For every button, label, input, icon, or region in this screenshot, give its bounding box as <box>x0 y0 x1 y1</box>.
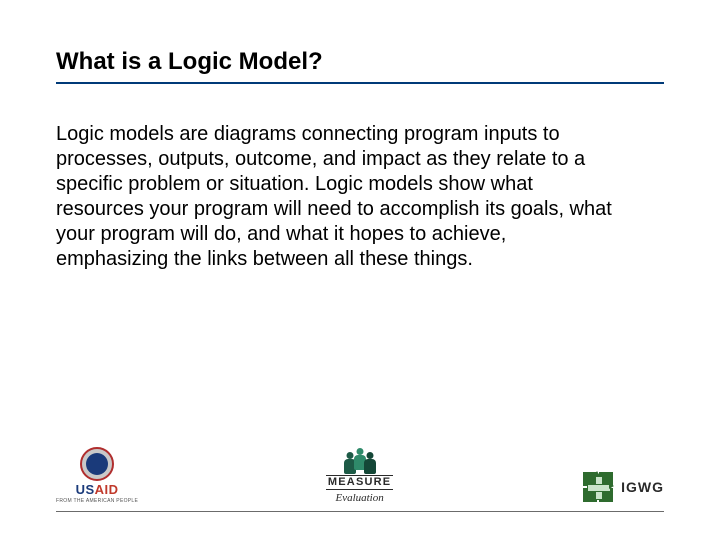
usaid-wordmark: USAID <box>76 483 119 496</box>
usaid-word-red: AID <box>95 482 119 497</box>
title-underline <box>56 82 664 84</box>
igwg-wordmark: IGWG <box>621 479 664 495</box>
igwg-logo: IGWG <box>581 470 664 504</box>
usaid-seal-icon <box>80 447 114 481</box>
usaid-logo: USAID FROM THE AMERICAN PEOPLE <box>56 447 138 504</box>
measure-wordmark: MEASURE <box>326 475 393 490</box>
measure-people-icon <box>338 446 382 474</box>
measure-subtitle: Evaluation <box>335 492 383 504</box>
footer-divider <box>56 511 664 512</box>
footer-logos: USAID FROM THE AMERICAN PEOPLE MEASURE E… <box>56 434 664 504</box>
slide-title: What is a Logic Model? <box>56 48 664 76</box>
usaid-tagline: FROM THE AMERICAN PEOPLE <box>56 498 138 504</box>
measure-logo: MEASURE Evaluation <box>326 446 393 504</box>
usaid-word-blue: US <box>76 482 95 497</box>
body-paragraph: Logic models are diagrams connecting pro… <box>56 122 616 272</box>
slide: What is a Logic Model? Logic models are … <box>0 0 720 540</box>
igwg-icon <box>581 470 615 504</box>
